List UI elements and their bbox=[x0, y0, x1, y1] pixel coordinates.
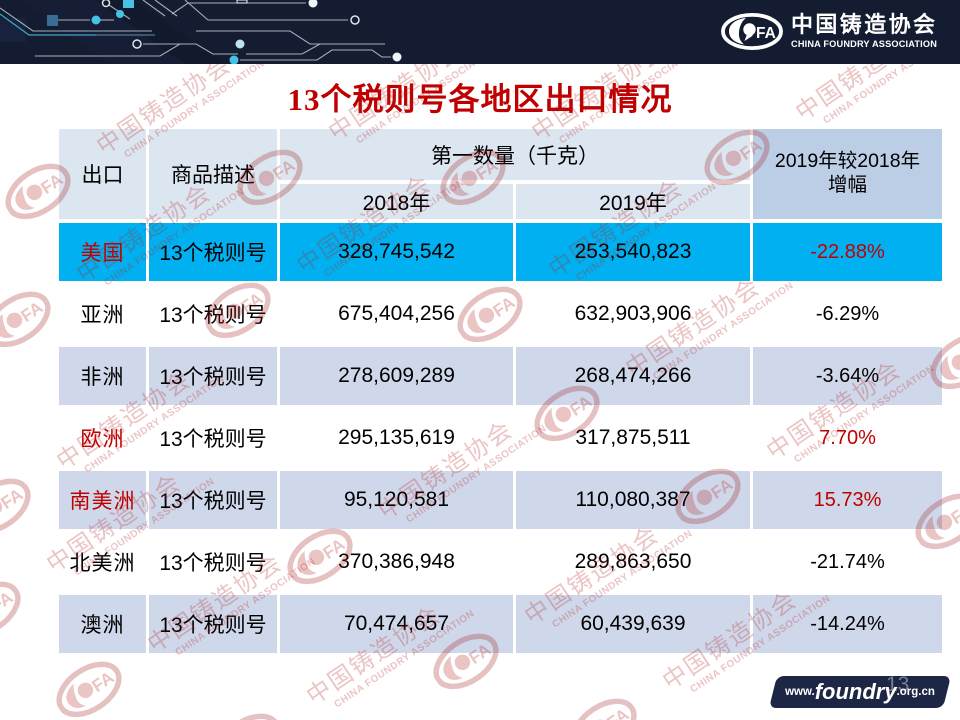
row-change: -6.29% bbox=[753, 285, 942, 343]
row-qty-2019: 317,875,511 bbox=[516, 409, 750, 467]
row-qty-2018: 328,745,542 bbox=[280, 223, 513, 281]
watermark-cfa-logo-icon: FA bbox=[571, 698, 637, 720]
foundry-url-text: www. foundry .org.cn bbox=[773, 676, 947, 708]
page-number: 13 bbox=[886, 673, 910, 696]
watermark-cfa-logo-icon: FA bbox=[0, 291, 51, 348]
row-region: 亚洲 bbox=[59, 285, 146, 343]
header-2019: 2019年 bbox=[516, 184, 750, 219]
svg-text:FA: FA bbox=[756, 25, 776, 42]
row-desc: 13个税则号 bbox=[149, 285, 277, 343]
row-change: -3.64% bbox=[753, 347, 942, 405]
svg-text:FA: FA bbox=[603, 704, 632, 720]
row-region: 北美洲 bbox=[59, 533, 146, 591]
url-www: www. bbox=[785, 686, 815, 698]
header-change: 2019年较2018年 增幅 bbox=[753, 129, 942, 219]
url-foundry: foundry bbox=[814, 679, 897, 704]
row-qty-2018: 675,404,256 bbox=[280, 285, 513, 343]
svg-text:FA: FA bbox=[0, 484, 26, 513]
row-region: 南美洲 bbox=[59, 471, 146, 529]
header-export: 出口 bbox=[59, 129, 146, 219]
row-region: 欧洲 bbox=[59, 409, 146, 467]
row-qty-2018: 370,386,948 bbox=[280, 533, 513, 591]
row-desc: 13个税则号 bbox=[149, 347, 277, 405]
row-region: 美国 bbox=[59, 223, 146, 281]
row-change: 7.70% bbox=[753, 409, 942, 467]
header-change-line2: 增幅 bbox=[827, 174, 867, 196]
svg-text:FA: FA bbox=[947, 499, 960, 528]
row-qty-2019: 632,903,906 bbox=[516, 285, 750, 343]
row-change: 15.73% bbox=[753, 471, 942, 529]
row-desc: 13个税则号 bbox=[149, 409, 277, 467]
row-change: -14.24% bbox=[753, 595, 942, 653]
row-region: 非洲 bbox=[59, 347, 146, 405]
watermark-cfa-logo-icon: FA bbox=[0, 478, 31, 535]
row-region: 澳洲 bbox=[59, 595, 146, 653]
row-qty-2019: 60,439,639 bbox=[516, 595, 750, 653]
watermark-cfa-logo-icon: FA bbox=[215, 713, 281, 720]
top-banner: FA 中国铸造协会 CHINA FOUNDRY ASSOCIATION bbox=[0, 0, 960, 64]
row-desc: 13个税则号 bbox=[149, 471, 277, 529]
row-qty-2019: 110,080,387 bbox=[516, 471, 750, 529]
header-2018: 2018年 bbox=[280, 184, 513, 219]
row-qty-2018: 295,135,619 bbox=[280, 409, 513, 467]
url-org-cn: .org.cn bbox=[896, 686, 935, 698]
row-change: -22.88% bbox=[753, 223, 942, 281]
row-desc: 13个税则号 bbox=[149, 223, 277, 281]
header-change-line1: 2019年较2018年 bbox=[774, 150, 921, 173]
svg-text:FA: FA bbox=[88, 667, 117, 696]
export-table: 出口 商品描述 第一数量（千克） 2019年较2018年 增幅 2018年 20… bbox=[59, 129, 942, 653]
cfa-logo-icon: FA bbox=[721, 13, 783, 50]
svg-text:FA: FA bbox=[0, 587, 16, 616]
row-qty-2019: 289,863,650 bbox=[516, 533, 750, 591]
header-quantity: 第一数量（千克） bbox=[280, 129, 750, 180]
row-desc: 13个税则号 bbox=[149, 595, 277, 653]
slide-title: 13个税则号各地区出口情况 bbox=[287, 82, 673, 117]
watermark-cfa-logo-icon: FA bbox=[0, 581, 21, 638]
row-qty-2019: 253,540,823 bbox=[516, 223, 750, 281]
row-qty-2018: 278,609,289 bbox=[280, 347, 513, 405]
watermark-cfa-logo-icon: FA bbox=[56, 661, 122, 718]
svg-text:FA: FA bbox=[17, 297, 46, 326]
association-logo: FA 中国铸造协会 CHINA FOUNDRY ASSOCIATION bbox=[721, 13, 937, 50]
row-change: -21.74% bbox=[753, 533, 942, 591]
header-desc: 商品描述 bbox=[149, 129, 277, 219]
association-name-en: CHINA FOUNDRY ASSOCIATION bbox=[791, 39, 938, 49]
row-desc: 13个税则号 bbox=[149, 533, 277, 591]
row-qty-2019: 268,474,266 bbox=[516, 347, 750, 405]
association-name-cn: 中国铸造协会 bbox=[791, 12, 938, 37]
row-qty-2018: 70,474,657 bbox=[280, 595, 513, 653]
circuit-pattern-graphic bbox=[0, 0, 960, 64]
row-qty-2018: 95,120,581 bbox=[280, 471, 513, 529]
